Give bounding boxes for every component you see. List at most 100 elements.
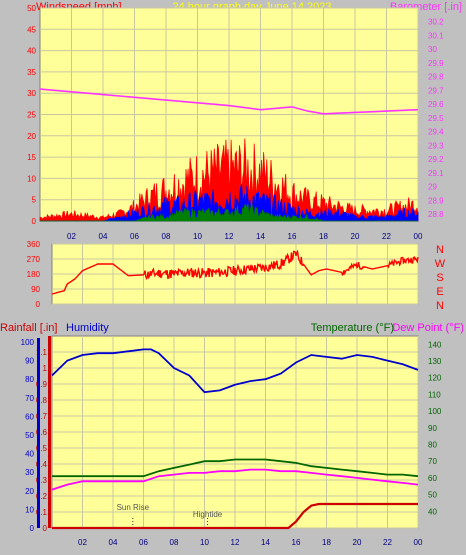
rainfall-series [52, 502, 418, 530]
x-tick-label: 08 [162, 232, 171, 241]
wind-tick-label: 50 [27, 4, 36, 13]
x-tick-label: 08 [170, 538, 179, 547]
barometer-tick-label: 30.2 [428, 18, 444, 27]
barometer-tick-label: 28.8 [428, 210, 444, 219]
humidity-series [51, 348, 419, 394]
temperature-tick-label: 40 [428, 507, 437, 516]
rain-tick-label: 0 [43, 524, 48, 533]
wind-plot [39, 88, 419, 222]
x-tick-label: 14 [256, 232, 265, 241]
x-tick-label: 20 [353, 538, 362, 547]
direction-grid [52, 243, 419, 305]
rain-humidity-temp-plot: Sun Rise Hightide [51, 348, 419, 530]
humidity-tick-label: 80 [25, 375, 34, 384]
barometer-series [39, 88, 419, 115]
barometer-tick-label: 29.8 [428, 73, 444, 82]
x-tick-label: 06 [130, 232, 139, 241]
dewpoint-axis-label: Dew Point (°F) [392, 322, 464, 334]
wind-tick-label: 40 [27, 47, 36, 56]
compass-tick-label: E [436, 286, 443, 298]
wind-tick-label: 20 [27, 132, 36, 141]
rain-tick-label: 0.1 [36, 508, 48, 517]
rain-tick-label: 0.9 [36, 380, 48, 389]
temperature-tick-label: 90 [428, 424, 437, 433]
x-tick-label: 18 [319, 232, 328, 241]
wind-direction-series [51, 249, 419, 295]
humidity-tick-label: 90 [25, 357, 34, 366]
temperature-tick-label: 100 [428, 407, 442, 416]
x-tick-label: 22 [383, 538, 392, 547]
humidity-axis-bar [37, 338, 40, 528]
humidity-tick-label: 70 [25, 394, 34, 403]
rain-tick-label: 0.5 [36, 444, 48, 453]
x-tick-label: 14 [261, 538, 270, 547]
compass-tick-label: S [436, 272, 443, 284]
rain-tick-label: 0.3 [36, 476, 48, 485]
x-tick-label: 04 [109, 538, 118, 547]
humidity-tick-label: 20 [25, 487, 34, 496]
rain-axis-bar [48, 336, 51, 528]
x-tick-label: 16 [288, 232, 297, 241]
barometer-tick-label: 29.1 [428, 169, 444, 178]
wind-gust-series [39, 138, 419, 222]
barometer-tick-label: 29.2 [428, 155, 444, 164]
barometer-tick-label: 30.1 [428, 31, 444, 40]
humidity-axis-label: Humidity [66, 322, 109, 334]
direction-tick-label: 180 [27, 270, 41, 279]
x-tick-label: 20 [351, 232, 360, 241]
wind-average-series [40, 203, 418, 222]
direction-tick-label: 0 [36, 300, 41, 309]
wind-tick-label: 15 [27, 153, 36, 162]
x-tick-label: 02 [78, 538, 87, 547]
rainfall-axis-label: Rainfall [.in] [0, 322, 57, 334]
barometer-tick-label: 29.7 [428, 86, 444, 95]
x-tick-label: 04 [99, 232, 108, 241]
humidity-tick-label: 50 [25, 431, 34, 440]
x-tick-label: 12 [225, 232, 234, 241]
humidity-tick-label: 60 [25, 412, 34, 421]
barometer-tick-label: 29.5 [428, 114, 444, 123]
humidity-tick-label: 40 [25, 450, 34, 459]
x-tick-label: 10 [193, 232, 202, 241]
direction-tick-label: 270 [27, 255, 41, 264]
temperature-tick-label: 130 [428, 357, 442, 366]
compass-tick-label: N [436, 244, 444, 256]
temperature-tick-label: 80 [428, 441, 437, 450]
humidity-tick-label: 10 [25, 505, 34, 514]
temperature-tick-label: 50 [428, 491, 437, 500]
x-tick-label: 02 [67, 232, 76, 241]
humidity-tick-label: 0 [30, 524, 35, 533]
direction-tick-label: 360 [27, 240, 41, 249]
barometer-tick-label: 29.9 [428, 59, 444, 68]
wind-tick-label: 25 [27, 111, 36, 120]
rain-tick-label: 1.1 [36, 348, 48, 357]
rain-tick-label: 0.7 [36, 412, 48, 421]
temperature-tick-label: 120 [428, 374, 442, 383]
axis-labels: 0510152025303540455028.828.92929.129.229… [21, 4, 446, 547]
barometer-tick-label: 28.9 [428, 196, 444, 205]
barometer-tick-label: 29.3 [428, 141, 444, 150]
rain-tick-label: 1 [43, 364, 48, 373]
rain-tick-label: 0.2 [36, 492, 48, 501]
barometer-tick-label: 29.6 [428, 100, 444, 109]
barometer-tick-label: 29 [428, 183, 437, 192]
barometer-tick-label: 29.4 [428, 128, 444, 137]
x-tick-label: 06 [139, 538, 148, 547]
wind-tick-label: 5 [32, 196, 37, 205]
temperature-tick-label: 110 [428, 390, 441, 399]
temperature-axis-label: Temperature (°F) [311, 322, 394, 334]
rain-tick-label: 0.8 [36, 396, 48, 405]
compass-tick-label: N [436, 300, 444, 312]
x-tick-label: 22 [382, 232, 391, 241]
temperature-tick-label: 70 [428, 457, 437, 466]
x-tick-label: 00 [414, 232, 423, 241]
temperature-tick-label: 140 [428, 340, 442, 349]
direction-plot [51, 249, 419, 295]
humidity-tick-label: 100 [21, 338, 35, 347]
wind-grid [40, 7, 419, 222]
x-tick-label: 12 [231, 538, 240, 547]
annotation-label: Hightide [193, 510, 223, 519]
temperature-series [52, 458, 419, 478]
wind-tick-label: 0 [32, 217, 37, 226]
